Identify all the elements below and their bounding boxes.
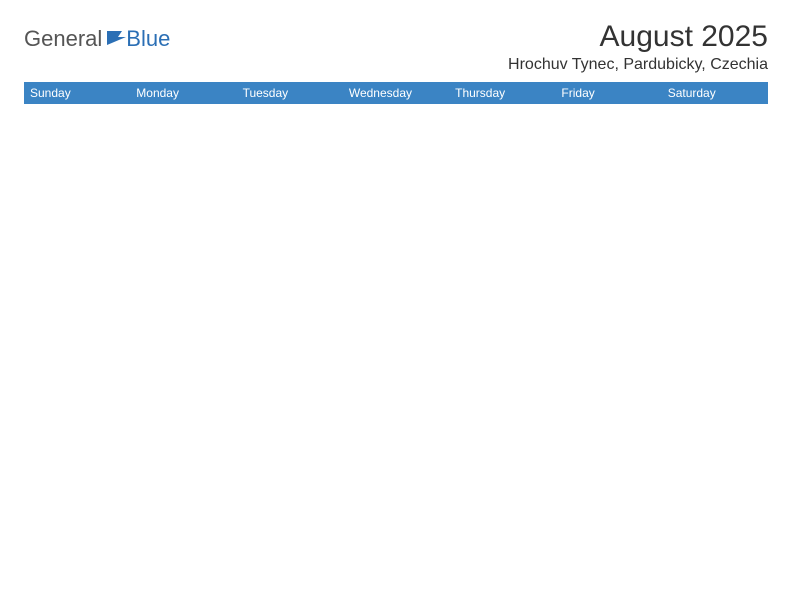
flag-icon [106, 29, 128, 50]
title-block: August 2025 Hrochuv Tynec, Pardubicky, C… [508, 20, 768, 74]
logo: General Blue [24, 26, 170, 52]
page-title: August 2025 [508, 20, 768, 54]
location-label: Hrochuv Tynec, Pardubicky, Czechia [508, 56, 768, 74]
column-header: Thursday [449, 82, 555, 104]
calendar-header-row: SundayMondayTuesdayWednesdayThursdayFrid… [24, 82, 768, 104]
header: General Blue August 2025 Hrochuv Tynec, … [24, 20, 768, 74]
logo-text-general: General [24, 26, 102, 52]
calendar-table: SundayMondayTuesdayWednesdayThursdayFrid… [24, 82, 768, 104]
column-header: Saturday [662, 82, 768, 104]
column-header: Friday [555, 82, 661, 104]
logo-text-blue: Blue [126, 26, 170, 52]
column-header: Tuesday [237, 82, 343, 104]
column-header: Sunday [24, 82, 130, 104]
column-header: Monday [130, 82, 236, 104]
column-header: Wednesday [343, 82, 449, 104]
